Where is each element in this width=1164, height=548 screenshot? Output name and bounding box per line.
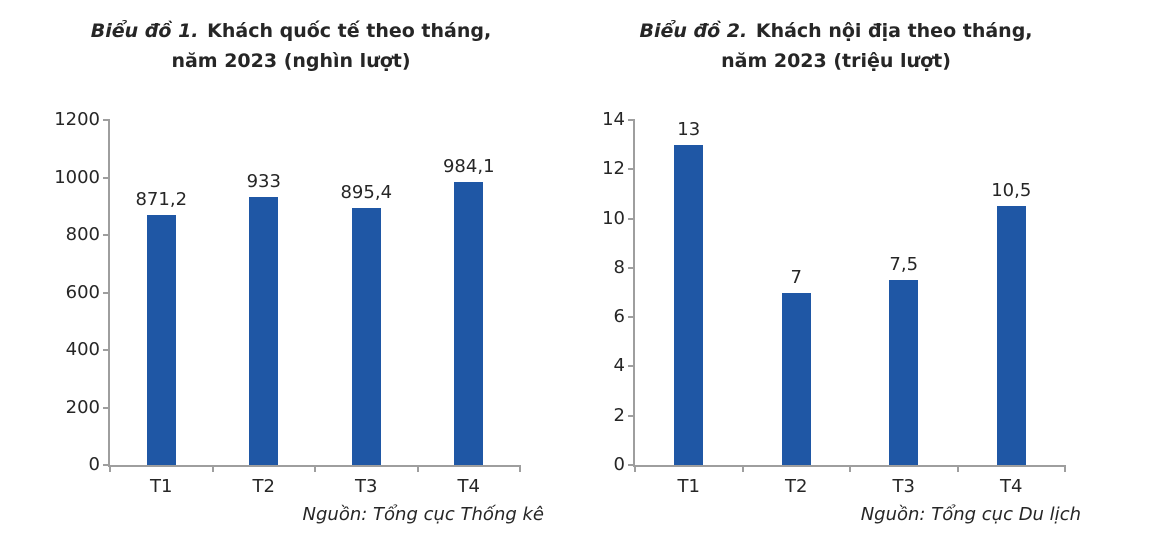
chart-title: Biểu đồ 1. Khách quốc tế theo tháng, năm … <box>0 16 582 76</box>
y-axis-tick-label: 12 <box>602 158 625 180</box>
x-axis-tick <box>956 465 959 472</box>
x-axis-tick <box>1064 465 1066 472</box>
x-axis-tick <box>416 465 419 472</box>
bar-value-label: 933 <box>246 170 281 192</box>
x-axis-category-label: T2 <box>785 476 808 497</box>
y-axis-tick-label: 2 <box>613 404 625 426</box>
chart-title-prefix: Biểu đồ 2. <box>639 20 748 42</box>
x-axis-category-label: T4 <box>1000 476 1023 497</box>
x-axis-category-label: T1 <box>677 476 700 497</box>
y-axis-tick-label: 200 <box>65 396 100 418</box>
bar-value-label: 13 <box>677 118 701 140</box>
x-axis-tick <box>211 465 214 472</box>
x-axis-tick <box>314 465 316 472</box>
x-axis-tick <box>519 465 521 472</box>
x-axis-category-label: T1 <box>150 476 173 497</box>
y-axis-tick-label: 8 <box>613 256 625 278</box>
y-axis-tick <box>628 266 635 269</box>
bar-value-label: 7,5 <box>889 254 919 276</box>
bar-t2 <box>249 196 279 465</box>
y-axis-tick <box>628 316 635 319</box>
bar-value-label: 7 <box>790 266 802 288</box>
x-axis-tick <box>109 465 111 472</box>
x-axis-category-label: T3 <box>892 476 915 497</box>
y-axis-tick <box>103 119 110 121</box>
y-axis-tick <box>103 406 110 409</box>
y-axis-tick <box>103 291 110 294</box>
x-axis-tick <box>634 465 636 472</box>
bar-t3 <box>889 280 919 465</box>
bar-value-label: 895,4 <box>340 181 393 203</box>
y-axis-tick-label: 0 <box>613 454 625 475</box>
chart-title-line1: Khách nội địa theo tháng, <box>755 20 1033 42</box>
x-axis-tick <box>849 465 851 472</box>
y-axis-tick-label: 600 <box>65 281 100 303</box>
y-axis-tick <box>628 414 635 417</box>
y-axis-tick <box>628 464 635 466</box>
y-axis-tick <box>628 119 635 121</box>
y-axis-tick <box>103 464 110 466</box>
x-axis-category-label: T2 <box>252 476 275 497</box>
chart-title: Biểu đồ 2. Khách nội địa theo tháng, năm … <box>582 16 1164 76</box>
source-note: Nguồn: Tổng cục Thống kê <box>302 504 544 525</box>
y-axis-tick-label: 14 <box>602 109 625 130</box>
y-axis-tick <box>628 168 635 171</box>
bar-t1 <box>674 144 704 465</box>
bar-t3 <box>351 207 381 465</box>
chart-title-line2: năm 2023 (triệu lượt) <box>721 50 951 72</box>
chart-title-prefix: Biểu đồ 1. <box>90 20 199 42</box>
y-axis-tick-label: 10 <box>602 207 625 229</box>
y-axis-tick-label: 6 <box>613 306 625 328</box>
chart-international-visitors: Biểu đồ 1. Khách quốc tế theo tháng, năm … <box>0 16 582 525</box>
plot-area: 0 200 400 600 800 1000 1200 871,2 T1 933 T2 895,4 T3… <box>54 111 521 497</box>
bar-value-label: 984,1 <box>442 156 495 178</box>
y-axis-tick-label: 800 <box>65 224 100 245</box>
y-axis-tick <box>628 365 635 368</box>
y-axis-tick <box>628 217 635 220</box>
bar-t4 <box>454 182 484 465</box>
bar-t1 <box>146 214 176 465</box>
x-axis-category-label: T4 <box>457 476 480 497</box>
y-axis-tick-label: 1000 <box>54 166 100 188</box>
source-note: Nguồn: Tổng cục Du lịch <box>860 504 1081 525</box>
y-axis-tick-label: 1200 <box>54 109 100 130</box>
x-axis-category-label: T3 <box>355 476 378 497</box>
y-axis-tick <box>103 234 110 236</box>
y-axis-tick-label: 4 <box>613 355 625 377</box>
y-axis-tick-label: 400 <box>65 339 100 360</box>
y-axis-tick <box>103 176 110 179</box>
chart-title-line2: năm 2023 (nghìn lượt) <box>171 50 411 72</box>
bar-value-label: 10,5 <box>991 180 1032 202</box>
x-axis-tick <box>741 465 744 472</box>
y-axis-tick-label: 0 <box>88 454 100 475</box>
bar-value-label: 871,2 <box>135 188 188 210</box>
bar-t2 <box>781 292 811 465</box>
y-axis-tick <box>103 349 110 351</box>
chart-title-line1: Khách quốc tế theo tháng, <box>207 20 492 42</box>
chart-domestic-visitors: Biểu đồ 2. Khách nội địa theo tháng, năm … <box>582 0 1164 548</box>
bar-t4 <box>996 206 1026 465</box>
plot-area: 0 2 4 6 8 10 12 14 13 T1 7 T2 7,5 T3 10,5 T4 <box>602 111 1066 497</box>
